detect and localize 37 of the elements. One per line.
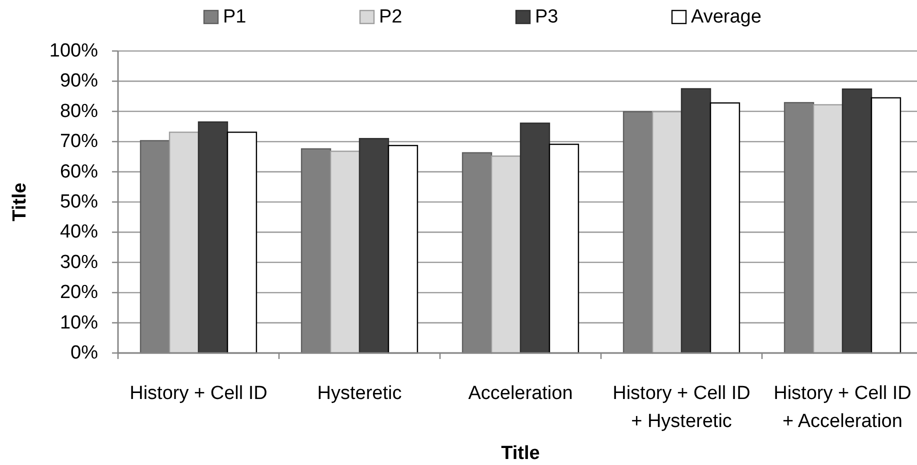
bar (168, 132, 200, 354)
x-axis-title: Title (501, 443, 540, 464)
x-tick-label: Acceleration (468, 383, 573, 404)
bar (842, 88, 872, 354)
legend-label: P2 (379, 6, 402, 28)
bar (652, 111, 682, 354)
legend-label: P1 (223, 6, 246, 28)
y-tick-label: 100% (49, 40, 98, 62)
y-tick-label: 20% (60, 282, 98, 304)
bar (870, 97, 902, 354)
bar (330, 150, 360, 354)
y-tick-label: 60% (60, 161, 98, 182)
bar (548, 144, 580, 354)
y-tick-label: 40% (60, 222, 98, 243)
bar (388, 144, 418, 354)
bar (490, 155, 522, 354)
y-tick-label: 90% (60, 70, 98, 92)
legend-label: Average (691, 6, 762, 28)
y-tick-label: 80% (60, 100, 98, 122)
x-tick-label: Hysteretic (317, 383, 402, 404)
bar (520, 122, 550, 354)
bar (710, 102, 740, 354)
bar (198, 121, 228, 354)
y-tick-label: 70% (60, 131, 98, 152)
y-tick-label: 10% (60, 312, 98, 334)
y-tick-label: 30% (60, 252, 98, 273)
y-tick-label: 0% (70, 342, 98, 364)
y-tick-label: 50% (60, 192, 98, 212)
x-tick-label: History + Cell ID + Acceleration (774, 383, 912, 432)
x-tick-label: History + Cell ID + Hysteretic (612, 383, 750, 432)
bar (680, 88, 712, 354)
x-tick-label: History + Cell ID (130, 383, 268, 404)
bar (358, 138, 390, 354)
legend-label: P3 (535, 6, 558, 28)
y-axis-title: Title (10, 182, 30, 222)
bar (226, 132, 258, 354)
bar (812, 104, 844, 354)
